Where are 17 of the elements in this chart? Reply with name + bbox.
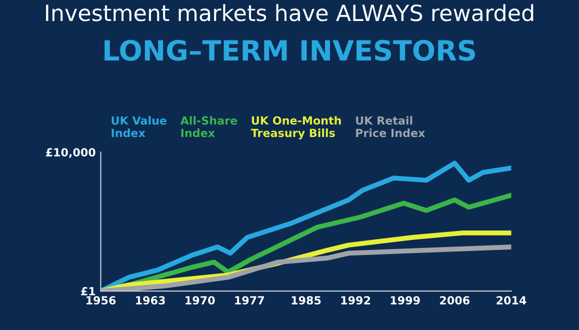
x-tick-label: 1992 xyxy=(341,296,370,305)
x-tick-label: 2014 xyxy=(496,296,526,305)
x-tick-label: 1956 xyxy=(86,296,116,305)
y-tick-label: £1 xyxy=(81,287,96,296)
x-tick-label: 1963 xyxy=(136,296,165,305)
text: All-Share Index xyxy=(180,116,238,138)
text: UK Retail Price Index xyxy=(356,116,426,138)
chart-subtitle: LONG–TERM INVESTORS xyxy=(104,40,475,61)
x-tick-label: 1999 xyxy=(390,296,420,305)
text: UK One-Month Treasury Bills xyxy=(250,116,341,140)
y-tick-label: £10,000 xyxy=(46,148,96,158)
chart-title: Investment markets have ALWAYS rewarded xyxy=(46,4,534,22)
x-tick-label: 1977 xyxy=(235,296,264,305)
text: UK Value Index xyxy=(112,116,166,138)
x-tick-label: 2006 xyxy=(440,296,470,305)
x-tick-label: 1970 xyxy=(186,296,215,305)
x-tick-label: 1985 xyxy=(292,296,321,305)
